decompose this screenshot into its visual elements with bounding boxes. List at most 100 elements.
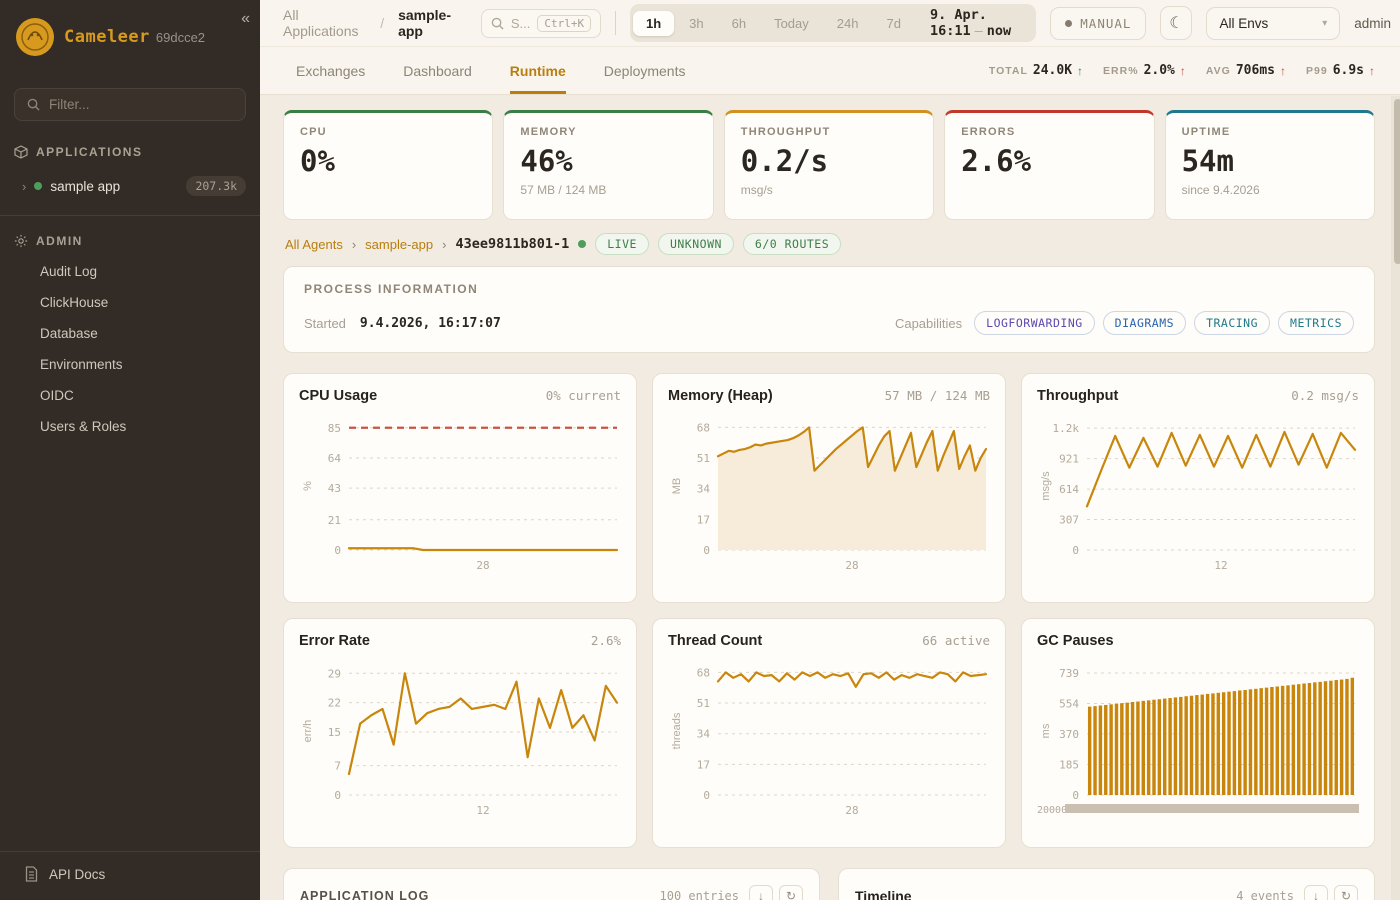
chevron-right-icon[interactable]: › (22, 178, 27, 194)
time-range-7d[interactable]: 7d (886, 15, 901, 31)
svg-text:43: 43 (328, 482, 341, 495)
chart-error-rate: Error Rate 2.6% 29 22 15 7 0 12 err/h (283, 618, 637, 848)
svg-text:20000: 20000 (1037, 805, 1067, 816)
breadcrumb-all-agents[interactable]: All Agents (285, 236, 343, 252)
time-range-3h[interactable]: 3h (689, 15, 704, 31)
svg-text:554: 554 (1059, 698, 1079, 711)
env-select-dropdown[interactable]: All Envs ▾ (1206, 6, 1341, 40)
metric-card-throughput: THROUGHPUT 0.2/s msg/s (723, 110, 935, 220)
summary-stats: TOTAL 24.0K ↑ ERR% 2.0% ↑ AVG 706ms ↑ P99 6.9s ↑ (989, 47, 1375, 94)
moon-icon: ☾ (1169, 15, 1184, 32)
scrollbar-track[interactable] (1391, 96, 1400, 900)
time-range-6h[interactable]: 6h (731, 15, 747, 31)
svg-text:0: 0 (703, 544, 710, 557)
tabbar: Exchanges Dashboard Runtime Deployments … (260, 47, 1400, 95)
svg-text:51: 51 (697, 697, 710, 710)
svg-text:28: 28 (845, 559, 858, 572)
svg-text:921: 921 (1059, 453, 1079, 466)
refresh-button[interactable]: ↻ (1334, 885, 1358, 900)
stat-err: ERR% 2.0% ↑ (1103, 63, 1186, 78)
brand-version: 69dcce2 (155, 30, 206, 45)
sidebar-item-database[interactable]: Database (40, 326, 98, 341)
time-range-today[interactable]: Today (774, 15, 809, 31)
download-button[interactable]: ↓ (749, 885, 773, 900)
divider (615, 11, 616, 35)
global-search-input[interactable]: S... Ctrl+K (480, 8, 602, 38)
download-button[interactable]: ↓ (1304, 885, 1328, 900)
main-area: All Applications / sample-app S... Ctrl+… (260, 0, 1400, 900)
svg-text:0: 0 (1072, 544, 1079, 557)
gc-pauses-plot: 739 554 370 185 0 20000 ms (1037, 653, 1359, 842)
sidebar-item-sample-app[interactable]: › sample app 207.3k (0, 167, 260, 205)
admin-section-header: ADMIN (0, 216, 260, 256)
brand: Cameleer 69dcce2 (0, 0, 260, 70)
svg-text:29: 29 (328, 667, 341, 680)
tab-runtime[interactable]: Runtime (509, 47, 566, 94)
dark-mode-toggle[interactable]: ☾ (1160, 6, 1193, 40)
sidebar-item-api-docs[interactable]: API Docs (0, 851, 260, 900)
breadcrumb-agent-app[interactable]: sample-app (365, 236, 434, 252)
refresh-button[interactable]: ↻ (779, 885, 803, 900)
breadcrumb-separator: / (380, 15, 385, 31)
sidebar-item-users-roles[interactable]: Users & Roles (40, 419, 127, 434)
stat-avg: AVG 706ms ↑ (1205, 63, 1286, 78)
arrow-up-icon: ↑ (1077, 63, 1084, 78)
svg-text:17: 17 (697, 758, 710, 771)
scrollbar-thumb[interactable] (1394, 99, 1400, 264)
timeline-title: Timeline (855, 888, 912, 900)
svg-text:%: % (302, 481, 314, 491)
capability-logforwarding: LOGFORWARDING (974, 311, 1095, 335)
svg-text:21: 21 (328, 514, 341, 527)
timeline-events-count: 4 events (1236, 889, 1294, 900)
svg-text:15: 15 (328, 726, 341, 739)
app-logo-icon (16, 18, 54, 56)
sidebar: « Cameleer 69dcce2 Filter... APPLICATIONS… (0, 0, 260, 900)
started-value: 9.4.2026, 16:17:07 (359, 315, 501, 331)
user-menu[interactable]: admin (1354, 15, 1392, 31)
sidebar-item-oidc[interactable]: OIDC (40, 388, 74, 403)
svg-text:34: 34 (697, 728, 711, 741)
arrow-up-icon: ↑ (1179, 63, 1186, 78)
filter-placeholder: Filter... (49, 97, 90, 112)
status-dot-green (34, 182, 43, 190)
memory-heap-plot: 68 51 34 17 0 28 MB (668, 408, 990, 597)
chevron-right-icon: › (351, 236, 357, 252)
process-info-title: PROCESS INFORMATION (304, 282, 479, 296)
chart-thread-count: Thread Count 66 active 68 51 34 17 0 28 threads (652, 618, 1006, 848)
tab-exchanges[interactable]: Exchanges (296, 62, 366, 79)
time-range-1h[interactable]: 1h (632, 10, 675, 36)
document-icon (25, 866, 38, 882)
sidebar-item-audit-log[interactable]: Audit Log (40, 264, 98, 279)
refresh-icon: ↻ (1340, 889, 1352, 900)
tab-deployments[interactable]: Deployments (603, 62, 686, 79)
breadcrumb-all-applications[interactable]: All Applications (283, 7, 359, 39)
tab-dashboard[interactable]: Dashboard (403, 62, 472, 79)
badge-routes: 6/0 ROUTES (742, 233, 842, 255)
time-range-24h[interactable]: 24h (836, 15, 859, 31)
svg-text:0: 0 (334, 544, 341, 557)
chart-gc-pauses: GC Pauses 739 554 370 185 0 20000 ms (1021, 618, 1375, 848)
svg-text:68: 68 (697, 421, 710, 434)
cpu-usage-plot: 85 64 43 21 0 28% (299, 408, 621, 597)
sidebar-item-clickhouse[interactable]: ClickHouse (40, 295, 109, 310)
svg-text:0: 0 (334, 789, 341, 802)
svg-text:7: 7 (334, 760, 341, 773)
manual-refresh-button[interactable]: MANUAL (1050, 6, 1147, 40)
time-range-selector: 1h 3h 6h Today 24h 7d 9. Apr. 16:11– now (629, 4, 1037, 42)
svg-text:err/h: err/h (302, 720, 314, 743)
capability-metrics: METRICS (1278, 311, 1354, 335)
sidebar-collapse-icon[interactable]: « (241, 10, 250, 27)
date-range[interactable]: 9. Apr. 16:11– now (929, 7, 1012, 39)
svg-text:1.2k: 1.2k (1053, 422, 1080, 435)
process-information-panel: PROCESS INFORMATION Started 9.4.2026, 16… (283, 266, 1375, 353)
sidebar-item-environments[interactable]: Environments (40, 357, 123, 372)
capability-diagrams: DIAGRAMS (1102, 311, 1187, 335)
sidebar-filter-input[interactable]: Filter... (14, 88, 246, 121)
badge-unknown: UNKNOWN (657, 233, 734, 255)
capabilities: Capabilities LOGFORWARDING DIAGRAMS TRAC… (895, 311, 1354, 335)
started-label: Started (304, 315, 346, 331)
brand-name: Cameleer (64, 27, 150, 47)
metric-cards: CPU 0% MEMORY 46% 57 MB / 124 MB THROUGH… (283, 110, 1375, 220)
svg-text:ms: ms (1040, 723, 1052, 738)
metric-card-memory: MEMORY 46% 57 MB / 124 MB (503, 110, 714, 220)
